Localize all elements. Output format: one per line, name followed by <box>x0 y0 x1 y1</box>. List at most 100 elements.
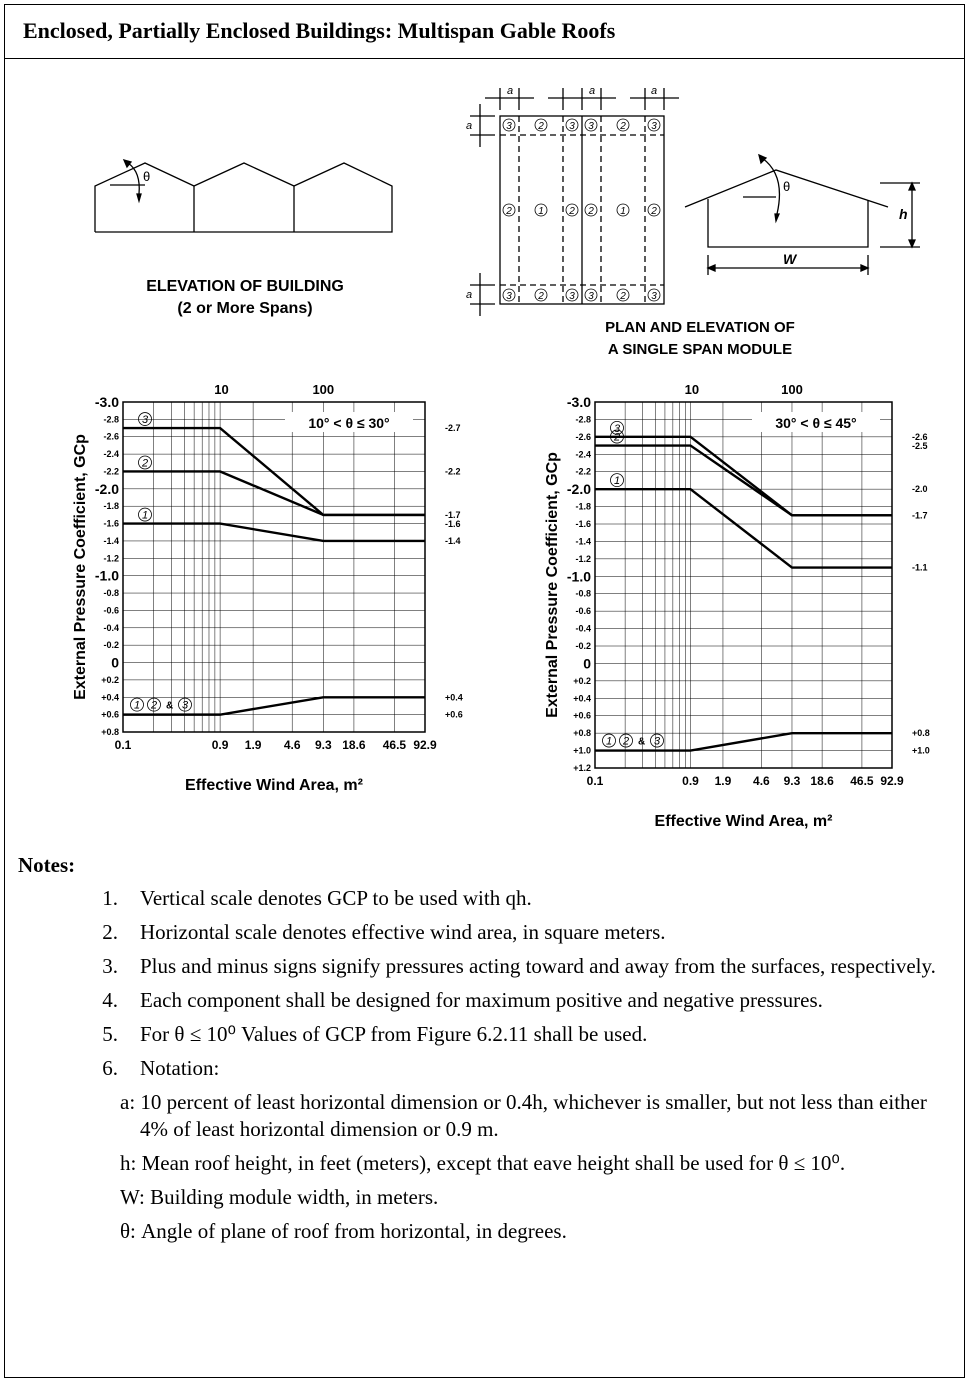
y-tick-label: 0 <box>111 655 119 671</box>
notes-heading: Notes: <box>18 853 76 877</box>
y-tick-label: -0.2 <box>103 640 119 650</box>
zone-circle <box>616 203 630 217</box>
zone-label: 3 <box>506 121 512 132</box>
plan-dimension-a-labels: a a a a a <box>466 85 657 301</box>
y-tick-label: -3.0 <box>567 394 591 410</box>
series-tag-label: 2 <box>622 736 629 748</box>
dim-h-label: h <box>899 206 908 222</box>
dim-a-label: a <box>651 85 657 97</box>
zone-label: 2 <box>537 121 544 132</box>
right-value-label: -2.0 <box>912 484 928 494</box>
zone-circle <box>647 288 661 302</box>
right-value-label: +0.6 <box>445 710 463 720</box>
y-tick-label: -2.6 <box>103 432 119 442</box>
y-tick-label: -1.4 <box>103 536 119 546</box>
y-axis-label: External Pressure Coefficient, GCp <box>544 452 561 718</box>
elevation-caption: ELEVATION OF BUILDING (2 or More Spans) <box>110 276 380 320</box>
dim-a-label: a <box>589 85 595 97</box>
notes-section: Notes: 1. Vertical scale denotes GCP to b… <box>18 852 948 1252</box>
zone-label: 3 <box>588 291 594 302</box>
zone-label: 1 <box>620 206 626 217</box>
series-tag-circle <box>650 733 664 748</box>
note-item: 5. For θ ≤ 10⁰ Values of GCP from Figure … <box>18 1021 948 1048</box>
note-text: Each component shall be designed for max… <box>140 988 823 1012</box>
zone-label: 3 <box>651 291 657 302</box>
note-text: Horizontal scale denotes effective wind … <box>140 920 666 944</box>
span-elevation-diagram <box>684 153 920 275</box>
y-tick-label: -2.2 <box>103 466 119 476</box>
x-tick-label: 18.6 <box>342 738 366 752</box>
y-tick-label: +0.6 <box>101 710 119 720</box>
note-item: 2. Horizontal scale denotes effective win… <box>18 919 948 946</box>
series-tag-label: & <box>638 737 645 748</box>
series-line <box>595 444 892 517</box>
series-tag-circle <box>178 697 192 712</box>
y-tick-label: -1.2 <box>103 553 119 563</box>
right-value-label: +0.4 <box>445 692 463 702</box>
right-value-label: -1.1 <box>912 563 928 573</box>
zone-label: 2 <box>505 206 512 217</box>
notation-item: θ: Angle of plane of roof from horizonta… <box>120 1219 567 1243</box>
dim-a-label: a <box>507 85 513 97</box>
notation-item: a: 10 percent of least horizontal dimens… <box>120 1090 927 1141</box>
plan-caption-line: PLAN AND ELEVATION OF <box>605 319 795 336</box>
plan-caption-line: A SINGLE SPAN MODULE <box>607 341 793 358</box>
y-tick-label: -1.0 <box>95 568 119 584</box>
series-line <box>123 696 425 716</box>
y-tick-label: +1.0 <box>573 746 591 756</box>
figure-frame: Enclosed, Partially Enclosed Buildings: … <box>4 4 965 1378</box>
y-tick-label: -0.4 <box>103 623 119 633</box>
right-value-label: -1.6 <box>445 519 461 529</box>
title-bar: Enclosed, Partially Enclosed Buildings: … <box>5 5 964 59</box>
x-tick-label: 9.3 <box>315 738 332 752</box>
zone-label: 2 <box>619 291 626 302</box>
series-tag-label: 1 <box>134 700 140 712</box>
x-top-tick-label: 100 <box>781 382 803 397</box>
right-value-label: +0.8 <box>912 728 930 738</box>
series-tag-circle <box>610 420 624 435</box>
series-tag-label: 2 <box>141 457 148 469</box>
x-top-tick-label: 10 <box>214 382 228 397</box>
x-top-tick-label: 10 <box>685 382 699 397</box>
zone-label: 3 <box>588 121 594 132</box>
series-tag-circle <box>138 412 152 426</box>
series-tag-circle <box>610 429 624 444</box>
series-tag-label: 1 <box>606 736 612 748</box>
series-tag-label: 3 <box>182 700 189 712</box>
y-tick-label: -0.8 <box>575 589 591 599</box>
series-tag-label: 1 <box>614 475 620 487</box>
y-tick-label: -0.8 <box>103 588 119 598</box>
y-tick-label: -2.8 <box>575 414 591 424</box>
zone-circle <box>584 288 598 302</box>
zone-circle <box>647 118 661 132</box>
y-tick-label: -0.6 <box>575 606 591 616</box>
x-tick-label: 4.6 <box>753 774 770 788</box>
y-tick-label: -2.0 <box>95 481 119 497</box>
x-tick-label: 18.6 <box>810 774 834 788</box>
series-tag-circle <box>138 455 152 470</box>
y-tick-label: -3.0 <box>95 394 119 410</box>
right-value-label: -1.7 <box>912 510 928 520</box>
zone-label: 2 <box>537 291 544 302</box>
x-top-tick-label: 100 <box>312 382 334 397</box>
note-item: 1. Vertical scale denotes GCP to be used … <box>18 885 948 912</box>
right-value-label: -2.6 <box>912 432 928 442</box>
y-axis-label: External Pressure Coefficient, GCp <box>72 434 89 700</box>
zone-circle <box>502 203 516 217</box>
note-number: 4. <box>102 988 118 1012</box>
building-diagrams: θ a a a a a 3 2 3 2 1 2 3 2 3 3 2 3 2 1 2 3 2 3 <box>94 85 920 316</box>
notation-item: h: Mean roof height, in feet (meters), e… <box>120 1151 846 1175</box>
right-value-label: +1.0 <box>912 746 930 756</box>
y-tick-label: -1.4 <box>575 536 591 546</box>
dim-w-label: W <box>783 251 798 267</box>
note-item: 4. Each component shall be designed for m… <box>18 987 948 1014</box>
zone-circle <box>565 118 579 132</box>
x-tick-label: 92.9 <box>413 738 437 752</box>
plot-frame <box>122 401 426 733</box>
note-text: For θ ≤ 10⁰ Values of GCP from Figure 6.… <box>140 1022 648 1046</box>
x-tick-label: 0.9 <box>682 774 699 788</box>
series-line <box>595 487 892 569</box>
series-tag-circle <box>619 733 633 748</box>
x-tick-label: 1.9 <box>715 774 732 788</box>
elevation-theta-label: θ <box>143 169 150 184</box>
